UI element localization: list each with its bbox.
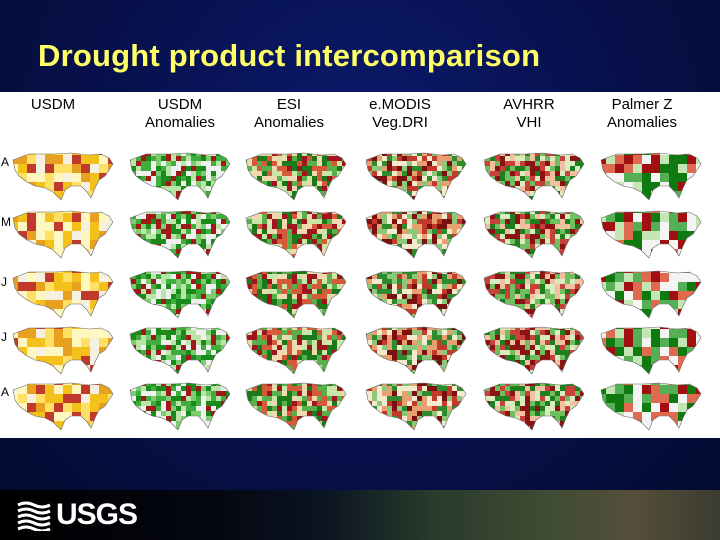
footer-banner: USGS bbox=[0, 490, 720, 540]
drought-map bbox=[9, 320, 119, 378]
column-header-usdm: USDM bbox=[0, 96, 112, 114]
drought-map bbox=[480, 146, 590, 204]
drought-map bbox=[362, 376, 472, 434]
column-header-line1: ESI bbox=[276, 96, 302, 113]
row-label-may: M bbox=[1, 215, 11, 229]
column-header-emodis-vegdri: e.MODIS Veg.DRI bbox=[341, 96, 459, 132]
usgs-logo: USGS bbox=[16, 498, 138, 531]
drought-map bbox=[126, 146, 236, 204]
drought-map bbox=[597, 320, 707, 378]
drought-map bbox=[480, 204, 590, 262]
drought-map bbox=[9, 376, 119, 434]
column-header-esi-anomalies: ESI Anomalies bbox=[230, 96, 348, 132]
row-label-july: J bbox=[1, 330, 7, 344]
drought-map bbox=[362, 204, 472, 262]
column-header-usdm-anomalies: USDM Anomalies bbox=[121, 96, 239, 132]
drought-map bbox=[126, 320, 236, 378]
column-header-line2: Anomalies bbox=[606, 114, 678, 131]
column-header-line1: e.MODIS bbox=[369, 96, 431, 113]
comparison-panel: USDM USDM Anomalies ESI Anomalies e.MODI… bbox=[0, 92, 720, 438]
column-header-line2: Anomalies bbox=[253, 114, 325, 131]
drought-map bbox=[242, 146, 352, 204]
column-header-line2: Anomalies bbox=[144, 114, 216, 131]
drought-map bbox=[480, 320, 590, 378]
drought-map bbox=[242, 320, 352, 378]
drought-map bbox=[126, 264, 236, 322]
column-header-line1: Palmer Z bbox=[611, 96, 673, 113]
drought-map bbox=[597, 264, 707, 322]
column-header-line1: USDM bbox=[157, 96, 203, 113]
drought-map bbox=[9, 204, 119, 262]
drought-map bbox=[597, 204, 707, 262]
drought-map bbox=[362, 264, 472, 322]
drought-map bbox=[126, 376, 236, 434]
drought-map bbox=[242, 376, 352, 434]
drought-map bbox=[480, 264, 590, 322]
column-header-palmer-z-anomalies: Palmer Z Anomalies bbox=[583, 96, 701, 132]
drought-map bbox=[9, 264, 119, 322]
drought-map bbox=[362, 320, 472, 378]
drought-map bbox=[480, 376, 590, 434]
column-header-line1: USDM bbox=[30, 96, 76, 113]
drought-map bbox=[597, 146, 707, 204]
column-header-line2: VHI bbox=[516, 114, 542, 131]
drought-map bbox=[242, 264, 352, 322]
row-label-june: J bbox=[1, 275, 7, 289]
column-header-avhrr-vhi: AVHRR VHI bbox=[470, 96, 588, 132]
drought-map bbox=[9, 146, 119, 204]
column-header-line1: AVHRR bbox=[503, 96, 555, 113]
row-label-august: A bbox=[1, 385, 10, 399]
usgs-logo-text: USGS bbox=[56, 498, 138, 531]
column-header-line2: Veg.DRI bbox=[372, 114, 428, 131]
drought-map bbox=[242, 204, 352, 262]
usgs-wave-icon bbox=[17, 501, 51, 531]
row-label-april: A bbox=[1, 155, 10, 169]
drought-map bbox=[362, 146, 472, 204]
slide-title: Drought product intercomparison bbox=[38, 38, 541, 73]
drought-map bbox=[597, 376, 707, 434]
drought-map bbox=[126, 204, 236, 262]
